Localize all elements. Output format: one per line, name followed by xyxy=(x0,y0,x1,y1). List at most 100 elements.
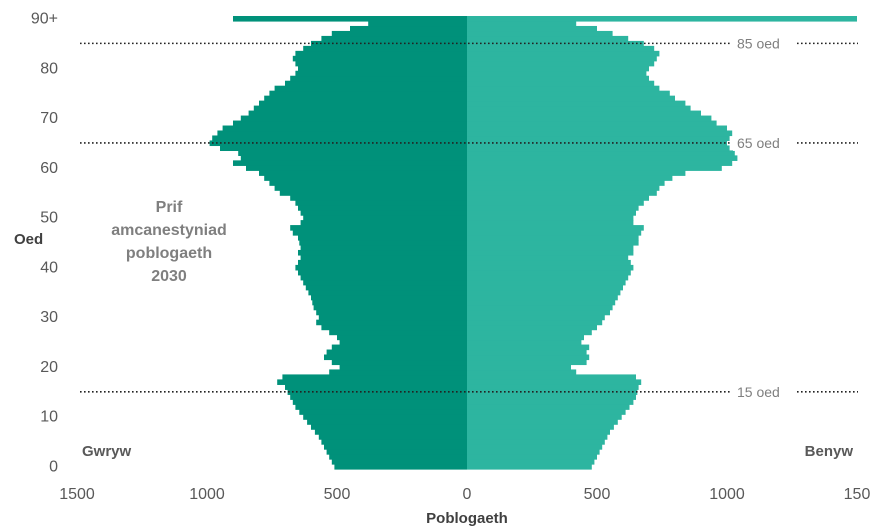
bar-male-age-23 xyxy=(326,349,467,356)
y-tick-label-2: 20 xyxy=(40,359,58,376)
bar-female-age-26 xyxy=(467,334,584,341)
x-tick-label-4: 500 xyxy=(584,486,611,503)
bar-male-age-8 xyxy=(311,424,467,430)
bar-female-age-55 xyxy=(467,190,657,196)
bar-female-age-14 xyxy=(467,394,636,400)
bar-female-age-44 xyxy=(467,244,634,251)
bar-male-age-73 xyxy=(259,100,467,107)
female-bars xyxy=(467,16,857,470)
bar-male-age-2 xyxy=(329,454,467,460)
bar-female-age-86 xyxy=(467,35,629,42)
x-tick-label-6: 150 xyxy=(844,486,871,503)
bar-male-age-86 xyxy=(321,35,467,42)
bar-female-age-69 xyxy=(467,120,717,127)
bar-male-age-39 xyxy=(298,269,467,276)
bar-female-age-83 xyxy=(467,50,660,57)
y-axis-label: Oed xyxy=(14,231,43,248)
ref-label-0: 85 oed xyxy=(737,35,780,51)
bar-female-age-60 xyxy=(467,165,722,171)
bar-female-age-63 xyxy=(467,150,735,156)
bar-male-age-38 xyxy=(300,274,467,281)
bar-male-age-71 xyxy=(248,110,467,117)
bar-female-age-80 xyxy=(467,65,649,72)
bar-female-age-12 xyxy=(467,404,630,410)
ref-label-bg-1 xyxy=(733,133,797,151)
bar-male-age-20 xyxy=(339,364,467,371)
bar-female-age-48 xyxy=(467,225,644,231)
bar-female-age-31 xyxy=(467,309,610,316)
annotation-line-4: 2030 xyxy=(151,268,187,285)
bar-female-age-39 xyxy=(467,269,631,276)
bar-female-age-4 xyxy=(467,444,603,450)
bar-female-age-1 xyxy=(467,459,595,465)
bar-male-age-64 xyxy=(220,145,467,152)
ref-label-bg-2 xyxy=(733,382,797,400)
bar-male-age-47 xyxy=(292,230,467,236)
bar-female-age-5 xyxy=(467,439,605,445)
bar-male-age-58 xyxy=(264,175,467,181)
bar-male-age-22 xyxy=(324,354,467,361)
bar-male-age-55 xyxy=(279,190,467,196)
bar-male-age-57 xyxy=(269,180,467,186)
bar-male-age-89 xyxy=(368,20,467,27)
ref-label-2: 15 oed xyxy=(737,384,780,400)
bar-female-age-72 xyxy=(467,105,691,112)
x-tick-label-1: 1000 xyxy=(189,486,225,503)
bar-female-age-85 xyxy=(467,40,644,47)
bar-female-age-68 xyxy=(467,125,727,132)
bar-male-age-36 xyxy=(305,284,467,291)
bar-male-age-5 xyxy=(321,439,467,445)
bar-female-age-3 xyxy=(467,449,600,455)
x-tick-label-5: 1000 xyxy=(709,486,745,503)
bar-male-age-46 xyxy=(298,235,467,241)
y-tick-label-8: 80 xyxy=(40,60,58,77)
bar-female-age-51 xyxy=(467,210,636,216)
bar-female-age-75 xyxy=(467,90,670,97)
bar-male-age-45 xyxy=(299,240,467,246)
bar-female-age-87 xyxy=(467,30,613,37)
bar-female-age-43 xyxy=(467,249,634,256)
bar-male-age-70 xyxy=(240,115,467,122)
bar-male-age-30 xyxy=(318,314,467,321)
bar-female-age-2 xyxy=(467,454,597,460)
bar-female-age-25 xyxy=(467,339,582,346)
bar-female-age-57 xyxy=(467,180,665,186)
bar-female-age-7 xyxy=(467,429,610,435)
bar-female-age-9 xyxy=(467,419,618,425)
bar-male-age-69 xyxy=(233,120,467,127)
bar-female-age-22 xyxy=(467,354,590,361)
x-axis-ticks: 1500 1000 500 0 500 1000 150 xyxy=(59,486,870,503)
bar-female-age-19 xyxy=(467,369,577,376)
bar-male-age-52 xyxy=(298,205,467,211)
bar-male-age-48 xyxy=(290,225,467,231)
bar-male-age-35 xyxy=(308,289,467,296)
y-tick-label-1: 10 xyxy=(40,409,58,426)
bar-male-age-59 xyxy=(259,170,467,176)
bar-male-age-80 xyxy=(298,65,467,72)
bar-male-age-90 xyxy=(233,16,467,22)
bar-female-age-89 xyxy=(467,20,577,27)
bar-male-age-51 xyxy=(300,210,467,216)
bar-female-age-37 xyxy=(467,279,626,286)
bar-male-age-42 xyxy=(300,254,467,261)
bar-male-age-65 xyxy=(209,140,467,147)
bar-male-age-66 xyxy=(212,135,467,142)
bar-male-age-74 xyxy=(264,95,467,102)
bar-male-age-63 xyxy=(238,150,467,156)
bar-female-age-32 xyxy=(467,304,613,311)
y-tick-label-6: 60 xyxy=(40,160,58,177)
bar-male-age-34 xyxy=(311,294,467,301)
bar-male-age-1 xyxy=(331,459,467,465)
bar-female-age-23 xyxy=(467,349,587,356)
bar-male-age-32 xyxy=(313,304,467,311)
bar-male-age-75 xyxy=(269,90,467,97)
bar-female-age-40 xyxy=(467,264,634,271)
bar-female-age-34 xyxy=(467,294,618,301)
bar-female-age-42 xyxy=(467,254,629,261)
bar-male-age-84 xyxy=(303,45,467,52)
bar-male-age-53 xyxy=(295,200,467,206)
bar-male-age-13 xyxy=(292,399,467,405)
bar-female-age-33 xyxy=(467,299,616,306)
bar-male-age-3 xyxy=(326,449,467,455)
